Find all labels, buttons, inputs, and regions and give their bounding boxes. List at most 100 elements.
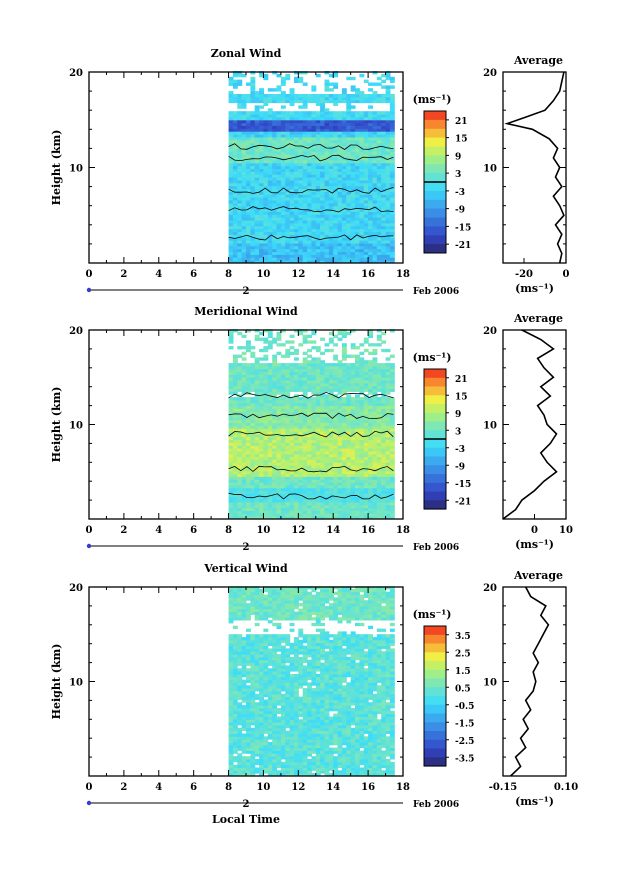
heatmap-cell xyxy=(254,185,260,189)
heatmap-cell xyxy=(315,462,321,466)
heatmap-cell xyxy=(232,360,238,364)
heatmap-cell xyxy=(289,131,295,135)
heatmap-cell xyxy=(328,414,334,418)
heatmap-cell xyxy=(280,111,286,115)
heatmap-cell xyxy=(294,442,299,446)
heatmap-cell xyxy=(376,408,382,412)
heatmap-cell xyxy=(280,197,286,201)
heatmap-cell xyxy=(320,496,325,500)
heatmap-cell xyxy=(302,411,308,415)
heatmap-cell xyxy=(359,405,365,409)
heatmap-cell xyxy=(241,391,247,395)
heatmap-cell xyxy=(246,174,251,178)
heatmap-cell xyxy=(272,399,278,404)
heatmap-cell xyxy=(272,116,278,121)
heatmap-cell xyxy=(241,408,247,412)
heatmap-cell xyxy=(228,597,234,601)
heatmap-cell xyxy=(228,228,234,232)
heatmap-cell xyxy=(228,414,234,418)
heatmap-cell xyxy=(298,405,304,409)
x-tick-label: 10 xyxy=(256,269,270,280)
heatmap-cell xyxy=(285,148,291,152)
heatmap-cell xyxy=(315,468,321,472)
heatmap-cell xyxy=(328,504,334,509)
heatmap-cell xyxy=(307,99,312,104)
heatmap-cell xyxy=(359,211,365,215)
heatmap-cell xyxy=(333,374,339,378)
x-tick-label: 6 xyxy=(190,525,197,536)
heatmap-cell xyxy=(289,191,295,195)
heatmap-cell xyxy=(285,168,291,172)
heatmap-cell xyxy=(381,408,387,412)
heatmap-cell xyxy=(355,194,360,198)
heatmap-cell xyxy=(232,380,238,384)
heatmap-cell xyxy=(237,597,243,601)
heatmap-cell xyxy=(250,174,256,178)
heatmap-cell xyxy=(302,442,308,446)
x-tick-label: 6 xyxy=(190,269,197,280)
heatmap-cell xyxy=(337,490,343,494)
heatmap-cell xyxy=(368,445,373,449)
heatmap-cell xyxy=(285,388,291,392)
heatmap-cell xyxy=(289,399,295,404)
heatmap-cell xyxy=(350,411,356,415)
heatmap-cell xyxy=(237,662,243,666)
heatmap-cell xyxy=(276,177,282,181)
heatmap-cell xyxy=(246,242,251,247)
heatmap-cell xyxy=(276,179,282,184)
heatmap-cell xyxy=(294,145,299,149)
heatmap-cell xyxy=(320,254,325,258)
heatmap-cell xyxy=(298,331,304,336)
heatmap-cell xyxy=(346,422,352,426)
heatmap-cell xyxy=(259,165,264,169)
heatmap-cell xyxy=(294,470,299,475)
heatmap-cell xyxy=(302,237,308,241)
heatmap-cell xyxy=(328,340,334,344)
heatmap-cell xyxy=(250,208,256,212)
heatmap-cell xyxy=(237,716,243,720)
heatmap-cell xyxy=(228,385,234,390)
heatmap-cell xyxy=(246,248,251,253)
heatmap-cell xyxy=(254,485,260,489)
heatmap-cell xyxy=(385,191,391,195)
heatmap-cell xyxy=(259,197,264,201)
heatmap-cell xyxy=(298,453,304,458)
heatmap-cell xyxy=(232,611,238,615)
heatmap-cell xyxy=(237,608,243,612)
heatmap-cell xyxy=(280,131,286,135)
heatmap-cell xyxy=(241,733,247,737)
heatmap-cell xyxy=(381,380,387,384)
heatmap-cell xyxy=(272,380,278,384)
heatmap-cell xyxy=(272,408,278,412)
heatmap-cell xyxy=(337,329,343,333)
heatmap-cell xyxy=(285,220,291,224)
heatmap-cell xyxy=(359,94,365,98)
heatmap-cell xyxy=(294,453,299,458)
heatmap-cell xyxy=(280,399,286,404)
heatmap-cell xyxy=(368,408,373,412)
heatmap-cell xyxy=(389,388,395,392)
heatmap-cell xyxy=(298,490,304,494)
heatmap-cell xyxy=(355,179,360,184)
heatmap-cell xyxy=(385,231,391,235)
heatmap-cell xyxy=(241,122,247,126)
heatmap-cell xyxy=(241,750,247,754)
heatmap-cell xyxy=(372,116,378,121)
heatmap-cell xyxy=(307,114,312,118)
heatmap-cell xyxy=(294,96,299,101)
heatmap-cell xyxy=(376,131,382,135)
heatmap-cell xyxy=(363,377,369,381)
heatmap-cell xyxy=(259,71,264,75)
heatmap-cell xyxy=(272,240,278,244)
heatmap-cell xyxy=(307,159,312,164)
heatmap-cell xyxy=(346,433,352,438)
heatmap-cell xyxy=(350,159,356,164)
heatmap-cell xyxy=(328,402,334,407)
heatmap-cell xyxy=(241,145,247,149)
heatmap-cell xyxy=(324,343,330,347)
heatmap-cell xyxy=(302,105,308,109)
heatmap-cell xyxy=(232,414,238,418)
colorbar-segment xyxy=(424,235,446,245)
heatmap-cell xyxy=(372,465,378,469)
heatmap-cell xyxy=(232,188,238,192)
